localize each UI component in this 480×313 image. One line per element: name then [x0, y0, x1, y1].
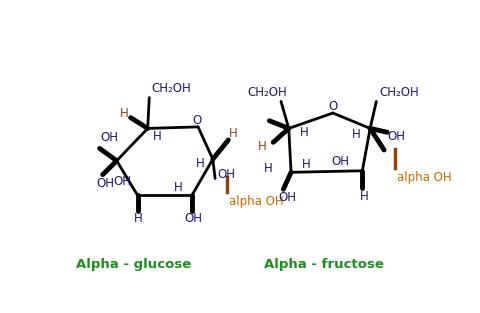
Text: H: H — [120, 106, 129, 120]
Text: alpha OH: alpha OH — [396, 171, 451, 184]
Text: H: H — [263, 162, 272, 175]
Text: OH: OH — [277, 191, 296, 204]
Text: CH₂OH: CH₂OH — [151, 82, 191, 95]
Text: OH: OH — [387, 130, 405, 143]
Text: H: H — [351, 128, 360, 141]
Text: H: H — [152, 130, 161, 143]
Text: CH₂OH: CH₂OH — [247, 86, 287, 99]
Text: OH: OH — [331, 155, 349, 168]
Text: H: H — [196, 156, 204, 170]
Text: H: H — [257, 141, 266, 153]
Text: OH: OH — [96, 177, 115, 190]
Text: CH₂OH: CH₂OH — [379, 86, 419, 99]
Text: Alpha - glucose: Alpha - glucose — [76, 258, 191, 271]
Text: H: H — [173, 181, 182, 194]
Text: H: H — [134, 212, 143, 225]
Text: OH: OH — [113, 175, 131, 188]
Text: alpha OH: alpha OH — [228, 195, 283, 208]
Text: H: H — [359, 190, 368, 203]
Text: H: H — [229, 127, 238, 140]
Text: H: H — [299, 126, 308, 139]
Text: OH: OH — [217, 168, 235, 181]
Text: O: O — [192, 114, 201, 127]
Text: OH: OH — [100, 131, 118, 144]
Text: OH: OH — [184, 212, 202, 225]
Text: O: O — [328, 100, 337, 113]
Text: Alpha - fructose: Alpha - fructose — [263, 258, 383, 271]
Text: H: H — [301, 158, 310, 171]
